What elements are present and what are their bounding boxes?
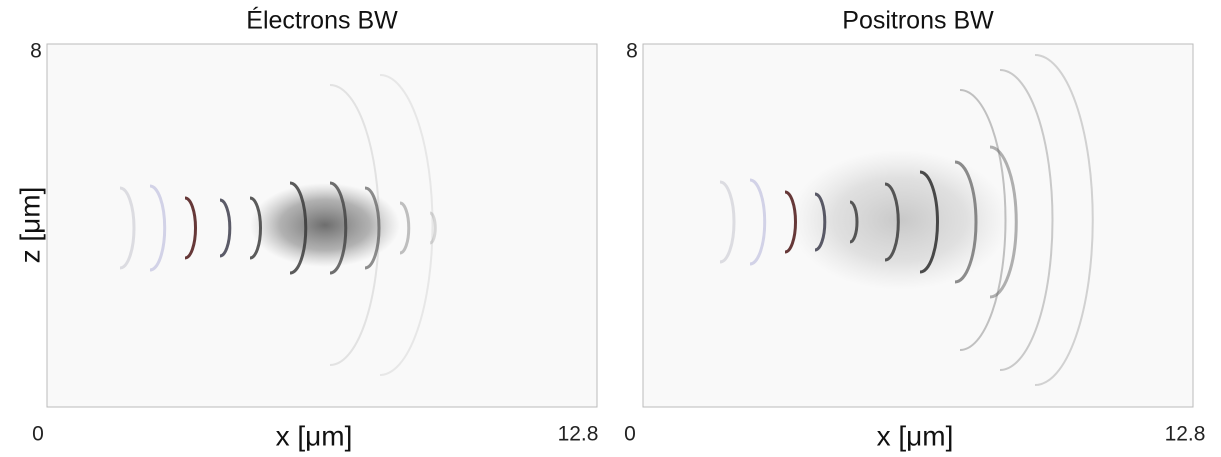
wave-arc (429, 211, 437, 245)
density-blob (790, 150, 1010, 290)
panel-title: Positrons BW (842, 7, 994, 35)
wave-arc (999, 69, 1054, 371)
wave-arc (364, 186, 381, 270)
wave-arc (919, 170, 939, 274)
wave-arc (784, 190, 797, 254)
z-max-label: 8 (626, 40, 638, 63)
wave-arc (749, 178, 767, 266)
x-max-label: 12.8 (1165, 423, 1206, 446)
wave-arc (289, 181, 308, 275)
wave-arc (249, 196, 262, 260)
x-min-label: 0 (624, 423, 636, 446)
wave-arc (959, 89, 1007, 351)
wave-arc (119, 186, 136, 270)
x-max-label: 12.8 (558, 423, 599, 446)
wave-arc (884, 182, 900, 262)
x-min-label: 0 (32, 423, 44, 446)
x-axis-label: x [μm] (877, 420, 954, 451)
wave-arc (719, 180, 736, 264)
panel-title: Électrons BW (246, 6, 398, 35)
panel: Électrons BW 8 0 12.8 x [μm] z [μm] (14, 6, 598, 452)
wave-arc (219, 198, 232, 258)
wave-arc (329, 181, 348, 275)
z-max-label: 8 (30, 40, 42, 63)
wave-arc (849, 200, 859, 244)
density-blob (250, 183, 400, 267)
wave-arc (1034, 54, 1094, 386)
wave-arc (954, 160, 978, 284)
wave-arc (379, 74, 434, 376)
wave-arc (399, 201, 411, 255)
z-axis-label: z [μm] (14, 187, 45, 264)
wave-arc (184, 196, 197, 260)
panel: Positrons BW 8 0 12.8 x [μm] (624, 7, 1205, 452)
wave-arc (989, 145, 1018, 299)
x-axis-label: x [μm] (276, 420, 353, 451)
wave-arc (814, 192, 827, 252)
wave-arc (149, 184, 167, 272)
